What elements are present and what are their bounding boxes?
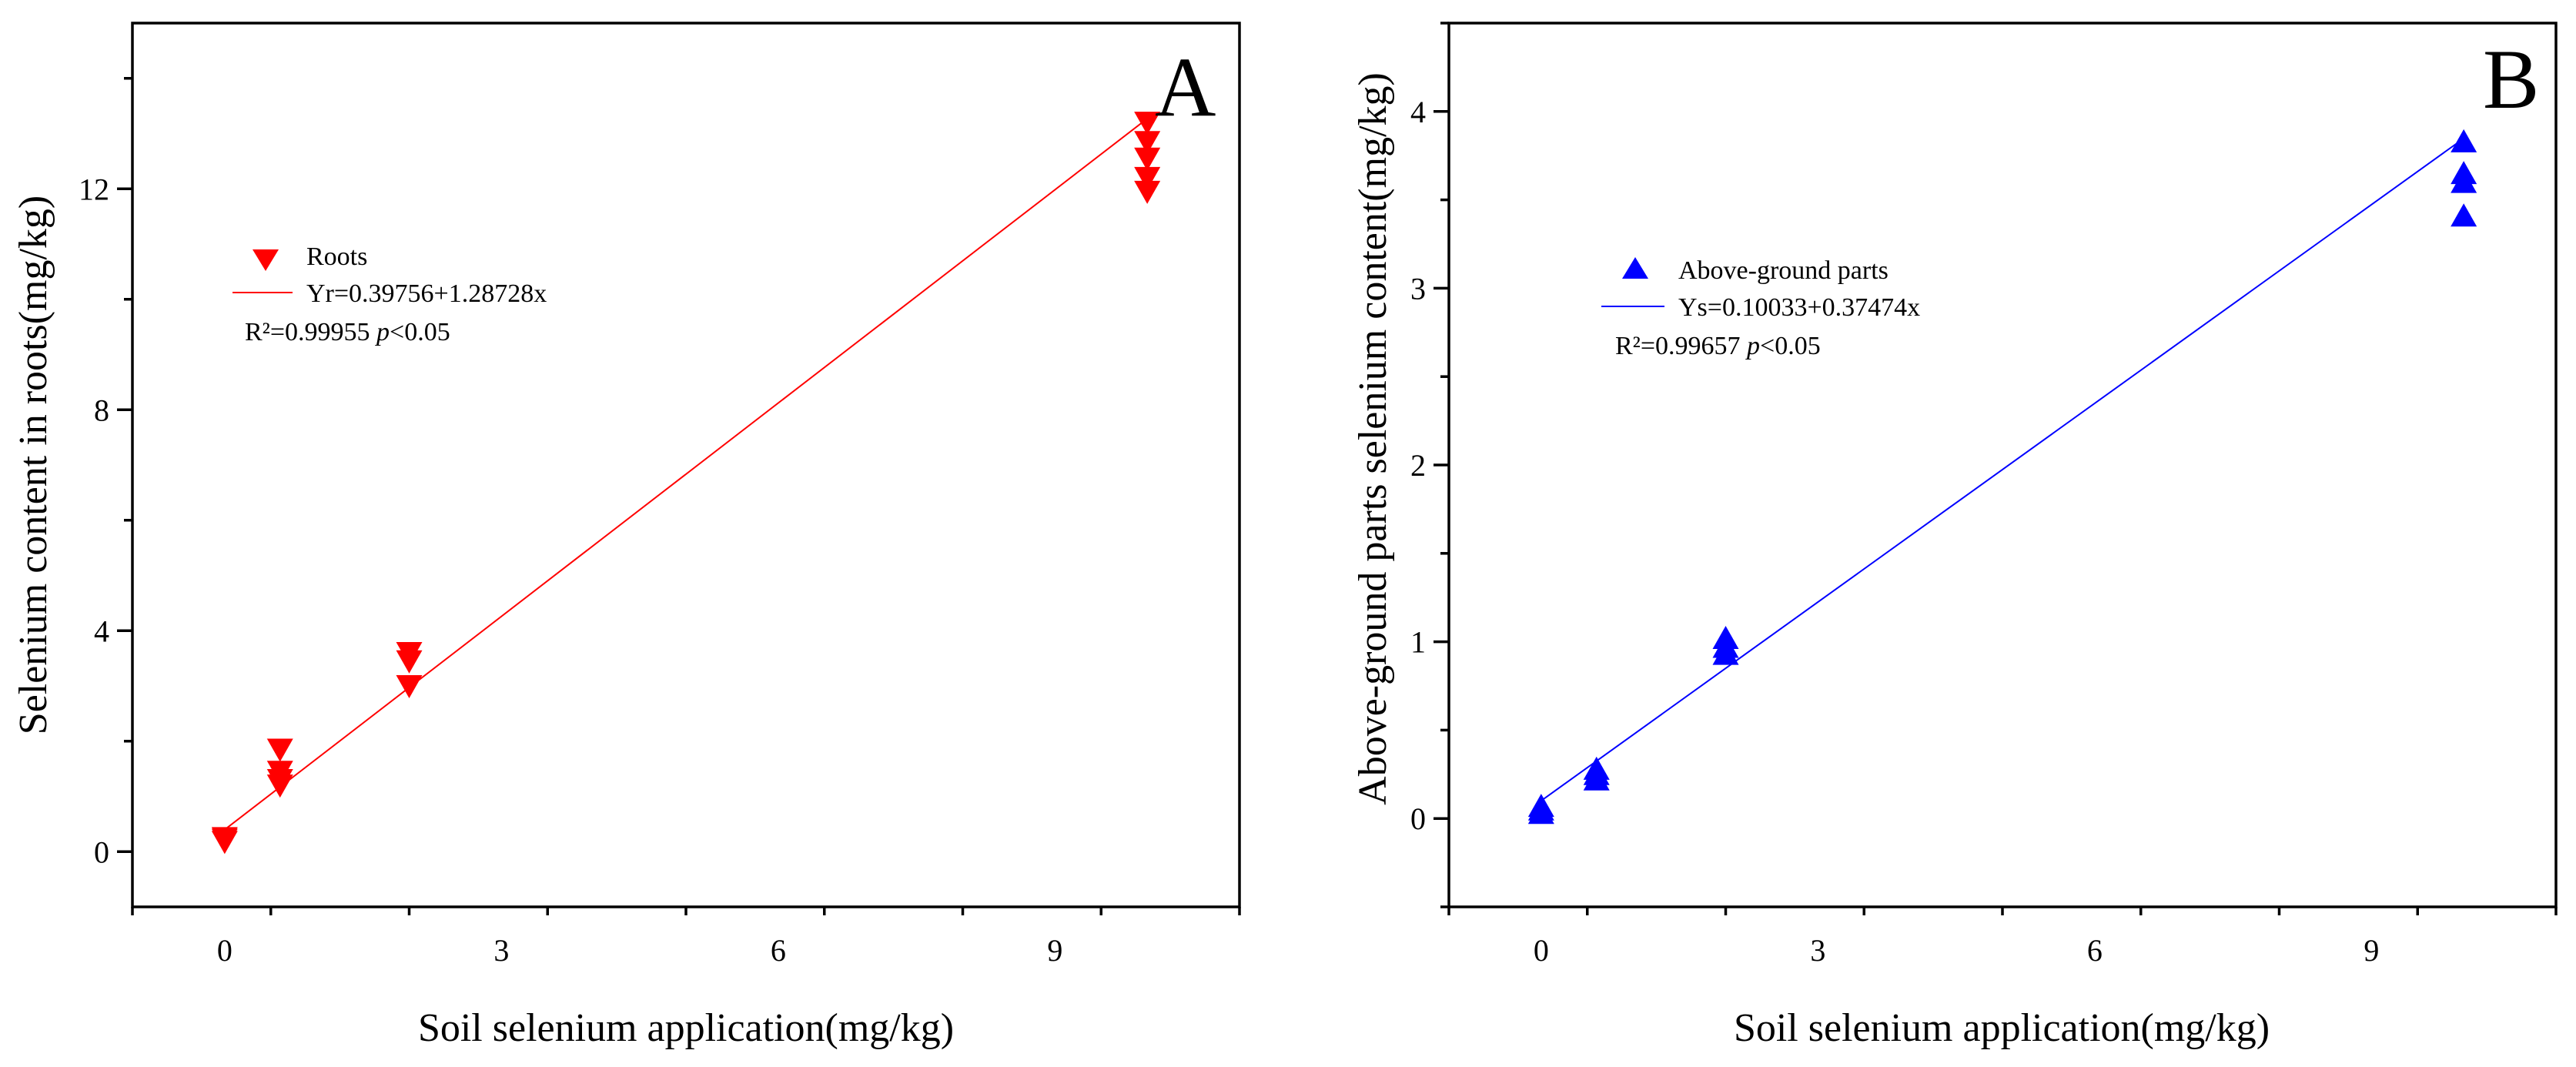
panel-a-y-tick-label: 8 bbox=[94, 393, 109, 427]
panel-b-data-point bbox=[1712, 626, 1739, 650]
panel-b-p-symbol: p bbox=[1745, 332, 1760, 360]
panel-a-plot-frame bbox=[131, 22, 1241, 908]
panel-b-data-point bbox=[2451, 169, 2477, 193]
panel-a-data-point bbox=[1134, 147, 1161, 171]
panel-a-data-point bbox=[211, 827, 238, 851]
panel-b-r2: R²=0.99657 bbox=[1615, 332, 1747, 360]
panel-a-x-tick-label: 3 bbox=[493, 933, 509, 968]
panel-b-legend-series-label: Above-ground parts bbox=[1678, 256, 1889, 285]
panel-a-data-point bbox=[396, 650, 423, 674]
panel-a-legend-stats: R²=0.99955 p<0.05 bbox=[245, 318, 450, 346]
panel-a-x-axis-title: Soil selenium application(mg/kg) bbox=[418, 1006, 954, 1050]
panel-a-legend: Roots Yr=0.39756+1.28728x R²=0.99955 p<0… bbox=[233, 242, 547, 346]
panel-a-points bbox=[211, 112, 1161, 855]
panel-b-x-tick-label: 6 bbox=[2087, 933, 2103, 968]
panel-b-data-point bbox=[2451, 129, 2477, 152]
panel-b-legend: Above-ground parts Ys=0.10033+0.37474x R… bbox=[1601, 256, 1920, 360]
panel-b-y-axis-title: Above-ground parts selenium content(mg/k… bbox=[1351, 72, 1395, 805]
panel-a-x-tick-label: 6 bbox=[771, 933, 786, 968]
panel-b-x-axis-title: Soil selenium application(mg/kg) bbox=[1734, 1006, 2270, 1050]
panel-a-p-threshold: <0.05 bbox=[390, 318, 450, 346]
panel-b-data-point bbox=[2451, 203, 2477, 227]
panel-a-data-point bbox=[1134, 180, 1161, 204]
panel-b-plot-frame bbox=[1447, 22, 2558, 908]
panel-a-y-tick-label: 12 bbox=[79, 172, 109, 206]
panel-a-legend-marker bbox=[253, 249, 279, 271]
panel-b-fit-line bbox=[1541, 137, 2464, 801]
panel-a-x-tick-label: 0 bbox=[217, 933, 233, 968]
panel-b-y-tick-label: 4 bbox=[1410, 95, 1426, 129]
panel-b-data-point bbox=[1583, 756, 1610, 780]
panel-b-y-tick-label: 1 bbox=[1410, 625, 1426, 660]
panel-a-data-point bbox=[266, 774, 293, 798]
panel-b-legend-marker bbox=[1622, 257, 1648, 279]
panel-b-legend-stats: R²=0.99657 p<0.05 bbox=[1615, 332, 1821, 360]
panel-b-x-tick-label: 3 bbox=[1810, 933, 1825, 968]
panel-b-label: B bbox=[2483, 32, 2539, 126]
panel-a-data-point bbox=[1134, 131, 1161, 155]
panel-a-y-axis-title: Selenium content in roots(mg/kg) bbox=[12, 196, 55, 734]
panel-a-p-symbol: p bbox=[375, 318, 390, 346]
panel-b-ticks: 0 3 6 9 0 1 2 3 4 bbox=[1410, 22, 2558, 968]
panel-a-data-point bbox=[266, 738, 293, 762]
panel-a-data-point bbox=[1134, 112, 1161, 135]
panel-b-y-tick-label: 0 bbox=[1410, 801, 1426, 836]
panel-b-x-tick-label: 9 bbox=[2364, 933, 2379, 968]
panel-b-legend-fit-label: Ys=0.10033+0.37474x bbox=[1678, 293, 1920, 322]
panel-a-y-tick-label: 0 bbox=[94, 835, 109, 869]
panel-a-data-point bbox=[1134, 166, 1161, 190]
panel-a-r2: R²=0.99955 bbox=[245, 318, 376, 346]
panel-b-x-tick-label: 0 bbox=[1534, 933, 1549, 968]
panel-a-fit-line bbox=[224, 118, 1148, 831]
panel-a: 0 3 6 9 0 4 8 12 A Roots Yr=0.39756+1.28728x R²… bbox=[12, 22, 1241, 1050]
panel-a-label: A bbox=[1155, 40, 1216, 134]
panel-b-data-point bbox=[1527, 794, 1554, 818]
panel-a-ticks: 0 3 6 9 0 4 8 12 bbox=[79, 77, 1241, 968]
panel-b: 0 3 6 9 0 1 2 3 4 B Above-ground parts Ys=0.1003… bbox=[1351, 22, 2558, 1050]
panel-b-points bbox=[1527, 129, 2477, 824]
panel-a-legend-fit-label: Yr=0.39756+1.28728x bbox=[306, 279, 547, 308]
panel-b-y-tick-label: 3 bbox=[1410, 271, 1426, 306]
panel-a-y-tick-label: 4 bbox=[94, 614, 109, 648]
panel-b-p-threshold: <0.05 bbox=[1760, 332, 1821, 360]
panel-a-legend-series-label: Roots bbox=[306, 242, 367, 271]
panel-b-y-tick-label: 2 bbox=[1410, 448, 1426, 483]
panel-a-x-tick-label: 9 bbox=[1047, 933, 1062, 968]
panel-a-data-point bbox=[396, 675, 423, 698]
